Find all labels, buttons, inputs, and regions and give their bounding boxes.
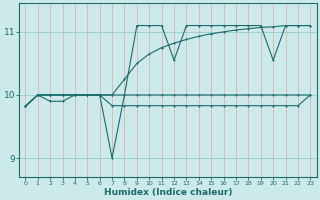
X-axis label: Humidex (Indice chaleur): Humidex (Indice chaleur) (104, 188, 232, 197)
